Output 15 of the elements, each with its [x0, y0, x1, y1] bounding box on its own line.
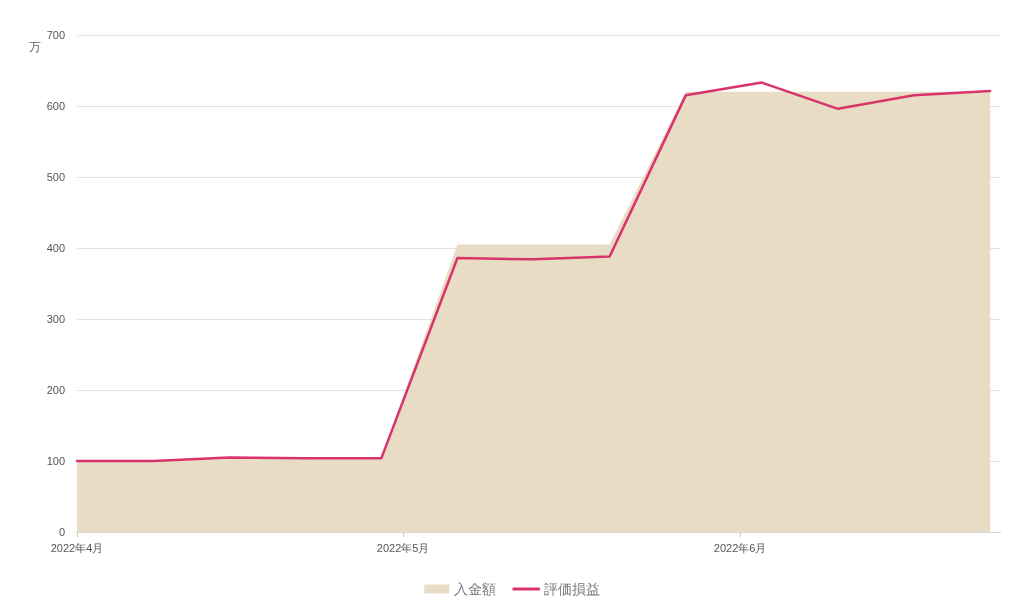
y-axis-title: 万 — [29, 40, 41, 54]
x-tick-label: 2022年6月 — [713, 541, 767, 554]
x-tick-label: 2022年5月 — [376, 541, 430, 554]
y-tick-label: 600 — [46, 100, 65, 112]
y-tick-label: 400 — [46, 242, 65, 254]
y-tick-label: 200 — [46, 384, 65, 396]
legend-label: 入金額 — [454, 581, 497, 597]
y-tick-label: 500 — [46, 171, 65, 183]
y-tick-label: 300 — [46, 313, 65, 325]
x-tick-label: 2022年4月 — [50, 541, 104, 554]
y-tick-label: 100 — [46, 455, 65, 467]
line-series — [75, 81, 992, 463]
y-tick-label: 700 — [46, 29, 65, 41]
legend-label: 評価損益 — [543, 581, 600, 597]
y-tick-label: 0 — [58, 526, 65, 538]
